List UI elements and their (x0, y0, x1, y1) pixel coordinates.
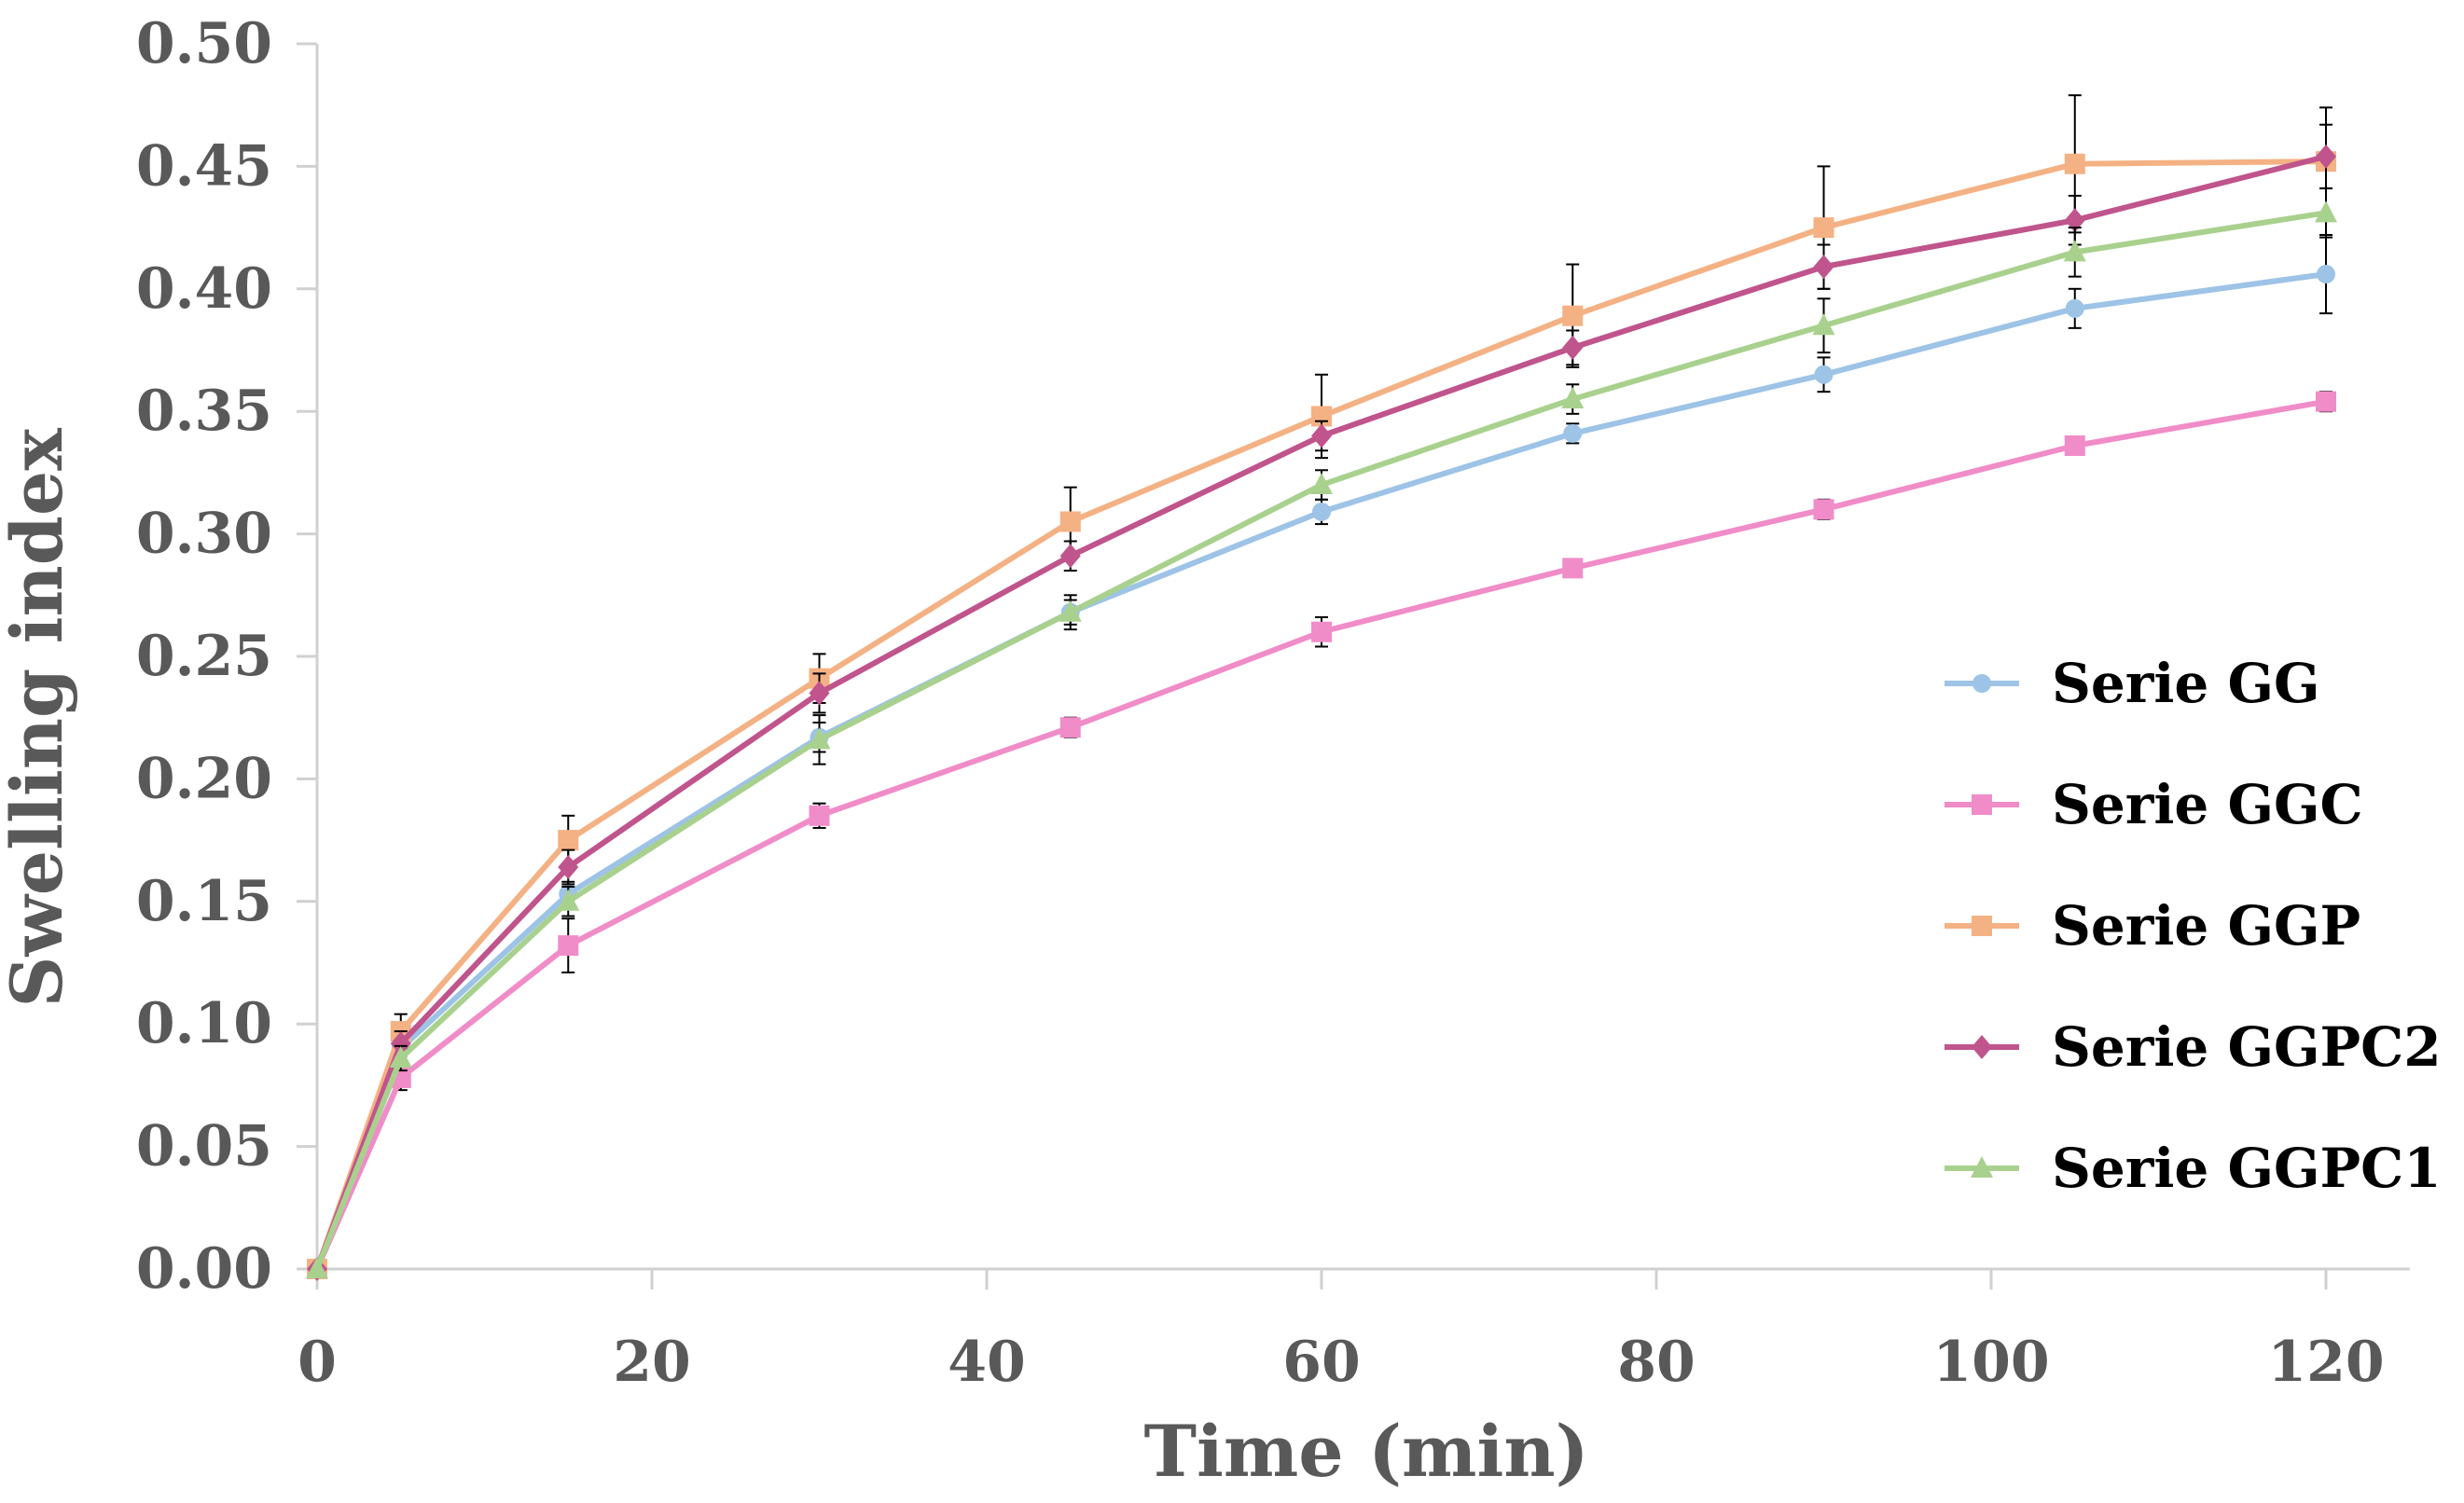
legend-entry: Serie GGPC1 (1945, 1137, 2442, 1200)
y-tick-label: 0.15 (136, 869, 272, 934)
data-point (2064, 434, 2085, 456)
x-axis-title: Time (min) (1143, 1410, 1588, 1493)
plot-area (306, 94, 2337, 1281)
data-point (2063, 240, 2086, 262)
x-tick-label: 0 (298, 1330, 337, 1395)
x-tick-label: 20 (613, 1330, 691, 1395)
legend-entry: Serie GG (1945, 652, 2320, 715)
data-point (2064, 153, 2085, 174)
y-tick-label: 0.00 (136, 1236, 272, 1302)
legend-swatch-marker (1972, 1035, 1992, 1059)
data-point (1311, 621, 1332, 642)
legend-label: Serie GGP (2052, 894, 2360, 958)
data-point (2065, 298, 2084, 318)
x-tick-label: 100 (1932, 1330, 2049, 1395)
y-tick-label: 0.35 (136, 379, 272, 444)
data-point (809, 681, 830, 706)
y-tick-label: 0.40 (136, 256, 272, 322)
y-tick-label: 0.05 (136, 1114, 272, 1179)
data-point (1059, 600, 1082, 622)
y-tick-label: 0.10 (136, 991, 272, 1056)
data-point (1310, 473, 1333, 495)
series-line (314, 210, 2327, 1271)
legend-label: Serie GGPC2 (2052, 1015, 2442, 1079)
x-axis-ticks: 0 20 40 60 80 100 120 (298, 1269, 2385, 1395)
legend-label: Serie GGPC1 (2052, 1137, 2442, 1200)
data-point (390, 1031, 411, 1056)
data-point (1562, 305, 1584, 326)
y-tick-label: 0.20 (136, 746, 272, 811)
data-point (1813, 255, 1834, 280)
series-line (314, 398, 2327, 1271)
series-line (314, 159, 2327, 1270)
data-point (558, 830, 579, 851)
y-tick-label: 0.45 (136, 133, 272, 199)
data-point (306, 1257, 328, 1278)
x-tick-label: 40 (948, 1330, 1026, 1395)
legend-swatch-marker (1972, 794, 1992, 815)
data-point (1561, 387, 1585, 409)
data-point (2064, 208, 2085, 233)
data-point (558, 855, 579, 880)
data-point (1059, 717, 1081, 738)
data-point (1562, 558, 1584, 579)
series-serie-ggp (307, 94, 2336, 1279)
data-point (808, 727, 831, 750)
legend-swatch-marker (1971, 1156, 1993, 1178)
data-point (2317, 265, 2335, 284)
legend-entry: Serie GGP (1945, 894, 2360, 958)
data-point (1312, 502, 1331, 521)
legend-label: Serie GG (2052, 652, 2320, 715)
data-point (2315, 200, 2337, 223)
series-serie-ggpc2 (307, 123, 2336, 1281)
x-tick-label: 120 (2267, 1330, 2384, 1395)
y-tick-label: 0.25 (136, 624, 272, 689)
data-point (557, 889, 580, 911)
y-tick-label: 0.30 (136, 502, 272, 567)
data-point (1813, 499, 1834, 520)
data-point (2316, 391, 2336, 412)
data-point (2316, 144, 2336, 169)
data-point (1562, 335, 1584, 360)
data-point (1311, 423, 1332, 448)
data-point (1059, 511, 1081, 532)
y-axis-title: Swelling index (0, 428, 78, 1008)
series-line (314, 271, 2327, 1271)
data-point (1059, 544, 1081, 569)
series-serie-ggpc1 (306, 187, 2337, 1278)
data-point (1813, 217, 1834, 239)
x-tick-label: 80 (1617, 1330, 1696, 1395)
data-point (389, 1045, 412, 1068)
legend-entry: Serie GGPC2 (1945, 1015, 2442, 1079)
legend-swatch-marker (1973, 674, 1991, 693)
data-point (1563, 423, 1583, 443)
data-point (1812, 313, 1835, 336)
series-line (314, 153, 2327, 1271)
legend-entry: Serie GGC (1945, 773, 2363, 836)
legend: Serie GG Serie GGC Serie GGP Serie GGPC2 Ser… (1945, 652, 2442, 1200)
legend-swatch-marker (1972, 916, 1992, 936)
y-axis-ticks: 0.00 0.05 0.10 0.15 0.20 0.25 0.30 0.35 0.40 0.45… (136, 11, 317, 1302)
y-tick-label: 0.50 (136, 11, 272, 76)
data-point (1814, 365, 1834, 384)
data-point (809, 805, 830, 826)
x-tick-label: 60 (1282, 1330, 1361, 1395)
legend-label: Serie GGC (2052, 773, 2363, 836)
data-point (558, 935, 579, 957)
